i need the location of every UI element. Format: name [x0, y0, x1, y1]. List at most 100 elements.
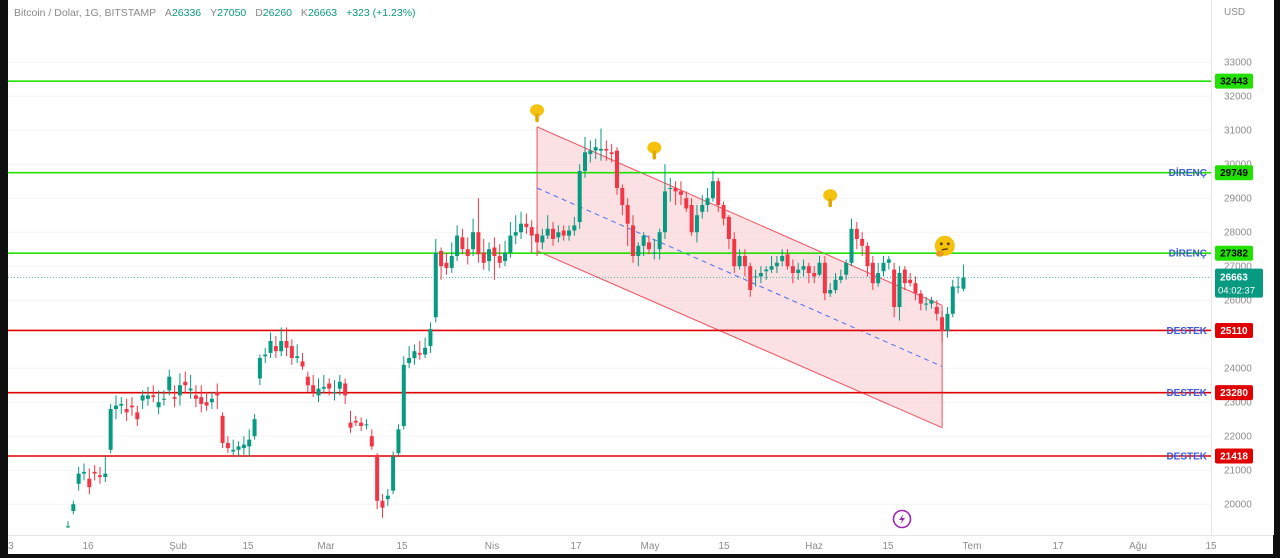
candle-body[interactable] [92, 471, 97, 474]
candle-body[interactable] [273, 346, 278, 352]
candle-body[interactable] [353, 420, 358, 423]
candle-body[interactable] [124, 409, 129, 413]
candle-body[interactable] [332, 392, 337, 393]
candle-body[interactable] [572, 225, 577, 231]
candle-body[interactable] [113, 405, 118, 409]
candle-body[interactable] [641, 235, 646, 246]
candle-body[interactable] [257, 358, 262, 379]
candle-body[interactable] [428, 329, 433, 347]
candle-body[interactable] [892, 269, 897, 307]
candle-body[interactable] [401, 364, 406, 426]
candle-body[interactable] [439, 250, 444, 267]
level-badge-23280[interactable] [1215, 385, 1253, 401]
candle-body[interactable] [343, 383, 348, 396]
candle-body[interactable] [753, 276, 758, 278]
candle-body[interactable] [188, 388, 193, 391]
candle-body[interactable] [76, 473, 81, 484]
candle-body[interactable] [385, 495, 390, 500]
candle-body[interactable] [876, 273, 881, 284]
level-badge-25110[interactable] [1215, 322, 1253, 338]
candle-body[interactable] [796, 269, 801, 273]
candle-body[interactable] [828, 290, 833, 294]
candle-body[interactable] [535, 233, 540, 243]
candle-body[interactable] [433, 252, 438, 318]
candle-body[interactable] [529, 227, 534, 236]
price-axis[interactable]: USD2000021000220002300024000250002600027… [1211, 0, 1274, 535]
candle-body[interactable] [817, 262, 822, 275]
candle-body[interactable] [209, 398, 214, 403]
candle-body[interactable] [449, 256, 454, 268]
candle-body[interactable] [375, 454, 380, 501]
candle-body[interactable] [66, 526, 70, 528]
candle-body[interactable] [689, 205, 694, 233]
candle-body[interactable] [700, 205, 705, 212]
candle-body[interactable] [812, 273, 817, 277]
candle-body[interactable] [561, 230, 566, 236]
candle-body[interactable] [657, 232, 662, 250]
candle-body[interactable] [220, 415, 225, 443]
candle-body[interactable] [289, 346, 294, 358]
candle-body[interactable] [193, 395, 198, 399]
candle-body[interactable] [737, 256, 742, 267]
candle-body[interactable] [961, 277, 966, 289]
candle-body[interactable] [81, 471, 86, 474]
candle-body[interactable] [870, 262, 875, 284]
candle-body[interactable] [854, 228, 859, 239]
candle-body[interactable] [71, 504, 76, 511]
candle-body[interactable] [780, 256, 785, 262]
candle-body[interactable] [455, 235, 460, 256]
candle-body[interactable] [646, 242, 651, 250]
candle-body[interactable] [321, 386, 326, 389]
candle-body[interactable] [897, 273, 902, 307]
candle-body[interactable] [263, 354, 268, 357]
candle-body[interactable] [236, 446, 241, 450]
candle-body[interactable] [172, 397, 177, 399]
candle-body[interactable] [620, 188, 625, 205]
candle-body[interactable] [481, 252, 486, 263]
candle-body[interactable] [540, 235, 545, 243]
candle-body[interactable] [108, 409, 113, 450]
candle-body[interactable] [295, 356, 300, 358]
candle-body[interactable] [924, 303, 929, 305]
candle-body[interactable] [305, 376, 310, 386]
candle-body[interactable] [460, 237, 465, 250]
candle-body[interactable] [268, 341, 273, 353]
candle-body[interactable] [380, 500, 385, 508]
candle-body[interactable] [135, 412, 140, 420]
candle-body[interactable] [364, 424, 369, 426]
candle-body[interactable] [252, 419, 257, 437]
candle-body[interactable] [833, 279, 838, 290]
candle-body[interactable] [886, 259, 891, 263]
lightning-icon[interactable] [892, 509, 912, 529]
candle-body[interactable] [785, 254, 790, 267]
candle-body[interactable] [241, 444, 246, 449]
candle-body[interactable] [860, 239, 865, 246]
candle-body[interactable] [774, 262, 779, 267]
candle-body[interactable] [609, 152, 614, 154]
candle-body[interactable] [844, 262, 849, 275]
candle-body[interactable] [881, 262, 886, 272]
candle-body[interactable] [87, 478, 92, 488]
candle-body[interactable] [790, 266, 795, 273]
candle-body[interactable] [140, 395, 145, 401]
candle-body[interactable] [465, 249, 470, 256]
candle-body[interactable] [476, 232, 481, 255]
candle-body[interactable] [327, 383, 332, 389]
candle-body[interactable] [471, 232, 476, 250]
candle-body[interactable] [604, 148, 609, 151]
candle-body[interactable] [593, 147, 598, 151]
candle-body[interactable] [652, 252, 657, 254]
candle-body[interactable] [545, 228, 550, 236]
candle-body[interactable] [247, 439, 252, 447]
candle-body[interactable] [806, 266, 811, 273]
candle-body[interactable] [161, 398, 166, 400]
candle-body[interactable] [225, 443, 230, 449]
candle-body[interactable] [497, 256, 502, 263]
candle-body[interactable] [129, 405, 134, 408]
channel-lower-line[interactable] [536, 250, 943, 429]
candle-body[interactable] [732, 239, 737, 267]
candle-body[interactable] [614, 150, 619, 188]
candle-body[interactable] [487, 249, 492, 262]
candle-body[interactable] [748, 266, 753, 290]
candle-body[interactable] [908, 279, 913, 284]
